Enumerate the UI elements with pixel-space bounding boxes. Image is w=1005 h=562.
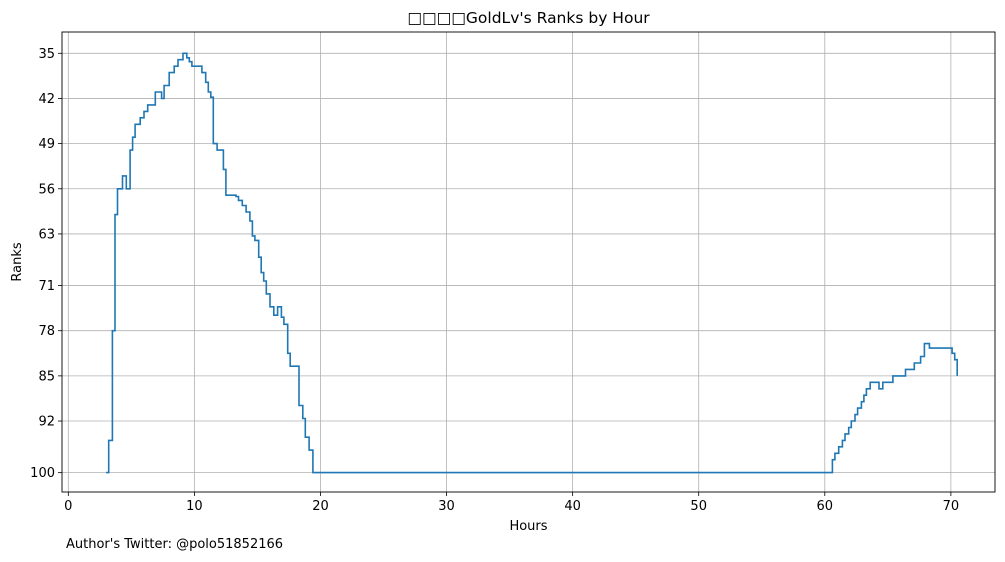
y-tick-label: 56 (38, 182, 55, 197)
x-tick-label: 70 (943, 499, 960, 514)
x-tick-label: 20 (312, 499, 329, 514)
chart-title: □□□□GoldLv's Ranks by Hour (407, 9, 650, 27)
x-tick-label: 0 (64, 499, 72, 514)
x-tick-label: 40 (564, 499, 581, 514)
x-tick-label: 10 (186, 499, 203, 514)
y-tick-label: 92 (38, 415, 55, 430)
x-tick-label: 50 (690, 499, 707, 514)
y-tick-label: 85 (38, 369, 55, 384)
x-tick-label: 60 (817, 499, 834, 514)
y-tick-label: 35 (38, 47, 55, 62)
y-tick-label: 49 (38, 137, 55, 152)
y-axis-label: Ranks (10, 242, 25, 281)
y-tick-label: 71 (38, 279, 55, 294)
author-credit: Author's Twitter: @polo51852166 (66, 537, 283, 552)
y-tick-label: 42 (38, 92, 55, 107)
y-tick-label: 78 (38, 324, 55, 339)
x-axis-label: Hours (509, 519, 547, 534)
x-tick-label: 30 (438, 499, 455, 514)
y-tick-label: 63 (38, 227, 55, 242)
y-tick-label: 100 (30, 466, 55, 481)
